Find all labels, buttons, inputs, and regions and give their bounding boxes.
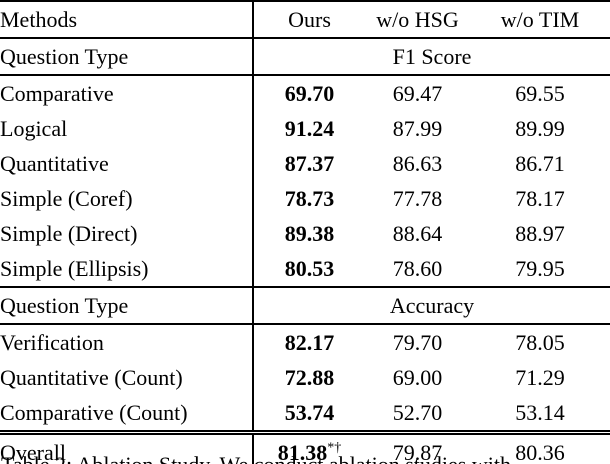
cell-ours: 87.37: [284, 151, 335, 176]
overall-row: Overall 81.38*† 79.87 80.36: [0, 432, 610, 464]
table-row: Quantitative (Count) 72.88 69.00 71.29: [0, 360, 610, 395]
cell-ours: 78.73: [284, 186, 335, 211]
row-label: Quantitative (Count): [0, 360, 254, 395]
cell-ours: 69.70: [284, 81, 335, 106]
cell-ours: 89.38: [284, 221, 335, 246]
cell-ours: 91.24: [284, 116, 335, 141]
subheader-accuracy-row: Question Type Accuracy: [0, 287, 610, 325]
cell-wo-hsg: 78.60: [365, 251, 470, 288]
cell-wo-hsg: 69.00: [392, 365, 443, 390]
cell-wo-hsg: 79.70: [392, 330, 443, 355]
row-label: Simple (Direct): [0, 216, 254, 251]
cell-wo-tim: 78.05: [515, 330, 565, 355]
table-row: Verification 82.17 79.70 78.05: [0, 324, 610, 360]
overall-wo-hsg: 79.87: [365, 432, 470, 464]
cell-wo-tim: 53.14: [470, 395, 610, 435]
header-col-wo-tim: w/o TIM: [470, 1, 610, 39]
cell-ours: 72.88: [284, 365, 335, 390]
cell-ours: 80.53: [253, 251, 365, 288]
header-col-wo-hsg: w/o HSG: [365, 1, 470, 39]
cell-wo-tim: 88.97: [515, 221, 565, 246]
table-row: Comparative (Count) 53.74 52.70 53.14: [0, 395, 610, 435]
cell-wo-tim: 79.95: [470, 251, 610, 288]
subheader-metric-f1: F1 Score: [253, 38, 610, 76]
cell-wo-hsg: 77.78: [392, 186, 443, 211]
cell-wo-hsg: 88.64: [392, 221, 443, 246]
header-methods: Methods: [0, 1, 254, 39]
row-label: Logical: [0, 111, 254, 146]
table-header-row: Methods Ours w/o HSG w/o TIM: [0, 1, 610, 39]
subheader-question-type: Question Type: [0, 38, 254, 76]
overall-ours-value: 81.38: [277, 440, 328, 464]
row-label: Simple (Coref): [0, 181, 254, 216]
subheader-question-type: Question Type: [0, 287, 254, 325]
table-row: Simple (Coref) 78.73 77.78 78.17: [0, 181, 610, 216]
subheader-f1-row: Question Type F1 Score: [0, 38, 610, 76]
cell-wo-tim: 78.17: [515, 186, 565, 211]
cell-wo-tim: 71.29: [515, 365, 565, 390]
table-row: Simple (Ellipsis) 80.53 78.60 79.95: [0, 251, 610, 288]
cell-ours: 82.17: [284, 330, 335, 355]
row-label: Simple (Ellipsis): [0, 251, 254, 288]
cell-wo-hsg: 87.99: [392, 116, 443, 141]
subheader-metric-accuracy: Accuracy: [253, 287, 610, 325]
cell-wo-hsg: 86.63: [392, 151, 443, 176]
header-col-ours: Ours: [253, 1, 365, 39]
row-label: Comparative (Count): [0, 395, 254, 435]
cell-ours: 53.74: [253, 395, 365, 435]
row-label: Comparative: [0, 75, 254, 111]
row-label: Quantitative: [0, 146, 254, 181]
table-row: Logical 91.24 87.99 89.99: [0, 111, 610, 146]
row-label: Verification: [0, 324, 254, 360]
cell-wo-hsg: 69.47: [392, 81, 443, 106]
cell-wo-tim: 69.55: [515, 81, 565, 106]
significance-markers: *†: [327, 440, 342, 456]
table-row: Simple (Direct) 89.38 88.64 88.97: [0, 216, 610, 251]
cell-wo-tim: 86.71: [515, 151, 565, 176]
cell-wo-hsg: 52.70: [365, 395, 470, 435]
table-row: Quantitative 87.37 86.63 86.71: [0, 146, 610, 181]
overall-label: Overall: [0, 432, 254, 464]
overall-ours: 81.38*†: [253, 432, 365, 464]
cell-wo-tim: 89.99: [515, 116, 565, 141]
table-caption: Table 2: Ablation Study. We conduct abla…: [1, 452, 609, 464]
table-row: Comparative 69.70 69.47 69.55: [0, 75, 610, 111]
overall-wo-tim: 80.36: [470, 432, 610, 464]
